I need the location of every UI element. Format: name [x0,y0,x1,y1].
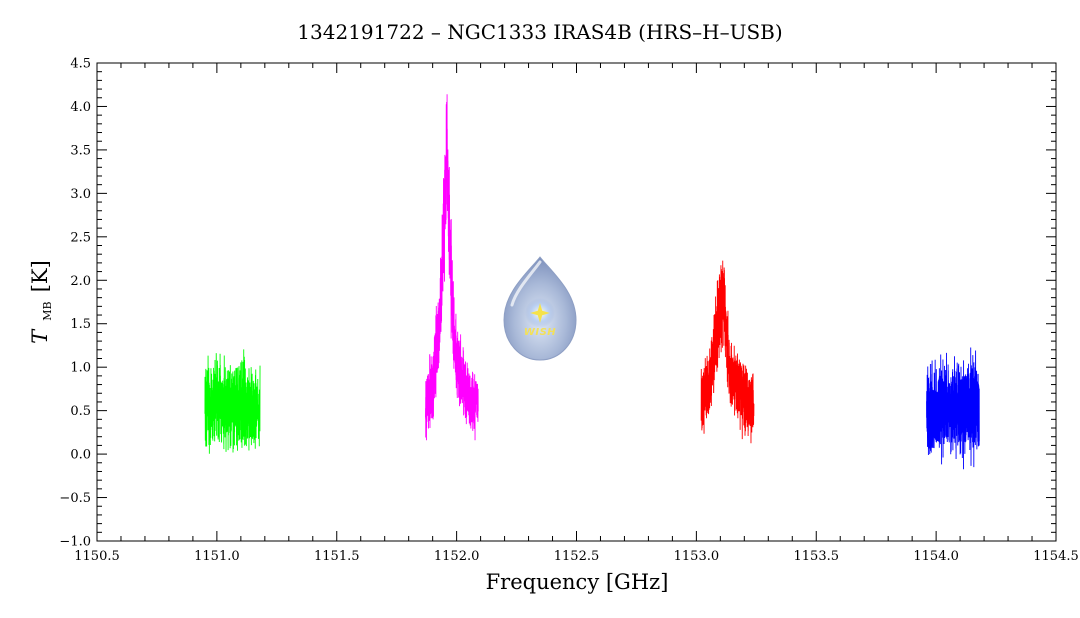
y-axis-unit: [K] [28,260,52,292]
star-icon [530,303,550,323]
spectrum-traces [204,94,980,470]
svg-text:T MB [K]: T MB [K] [28,260,55,344]
spectrum-line-1 [204,349,261,454]
x-tick-label: 1154.5 [1033,549,1079,564]
spectrum-line-2 [425,94,479,441]
y-tick-label: −0.5 [59,491,91,506]
x-tick-label: 1151.0 [194,549,240,564]
y-tick-label: 0.0 [70,448,91,463]
spectrum-line-4 [926,347,980,470]
y-axis-symbol: T [28,328,52,344]
x-tick-label: 1153.5 [794,549,840,564]
y-tick-label: 2.0 [70,274,91,289]
y-tick-label: 3.0 [70,187,91,202]
x-axis-label: Frequency [GHz] [486,570,669,594]
y-tick-label: 2.5 [70,230,91,245]
y-axis-subscript: MB [41,301,54,320]
y-tick-label: 4.5 [70,57,91,72]
y-tick-label: 3.5 [70,143,91,158]
x-tick-label: 1153.0 [674,549,720,564]
spectrum-line-3 [700,260,755,444]
y-tick-label: 0.5 [70,404,91,419]
x-tick-label: 1152.0 [434,549,480,564]
y-tick-label: 1.0 [70,361,91,376]
y-tick-label: −1.0 [59,535,91,550]
x-tick-label: 1154.0 [913,549,959,564]
y-axis-label: T MB [K] [28,260,55,344]
chart-title: 1342191722 – NGC1333 IRAS4B (HRS–H–USB) [297,20,782,44]
plot-frame [96,62,1057,542]
x-tick-label: 1150.5 [74,549,120,564]
x-tick-label: 1151.5 [314,549,360,564]
y-tick-label: 1.5 [70,317,91,332]
wish-logo: WISH [503,256,577,361]
logo-text: WISH [524,327,556,338]
x-tick-label: 1152.5 [554,549,600,564]
y-tick-label: 4.0 [70,100,91,115]
axis-ticks: 1150.5 1151.0 1151.5 1152.0 1152.5 1153.0 1153… [59,57,1078,565]
